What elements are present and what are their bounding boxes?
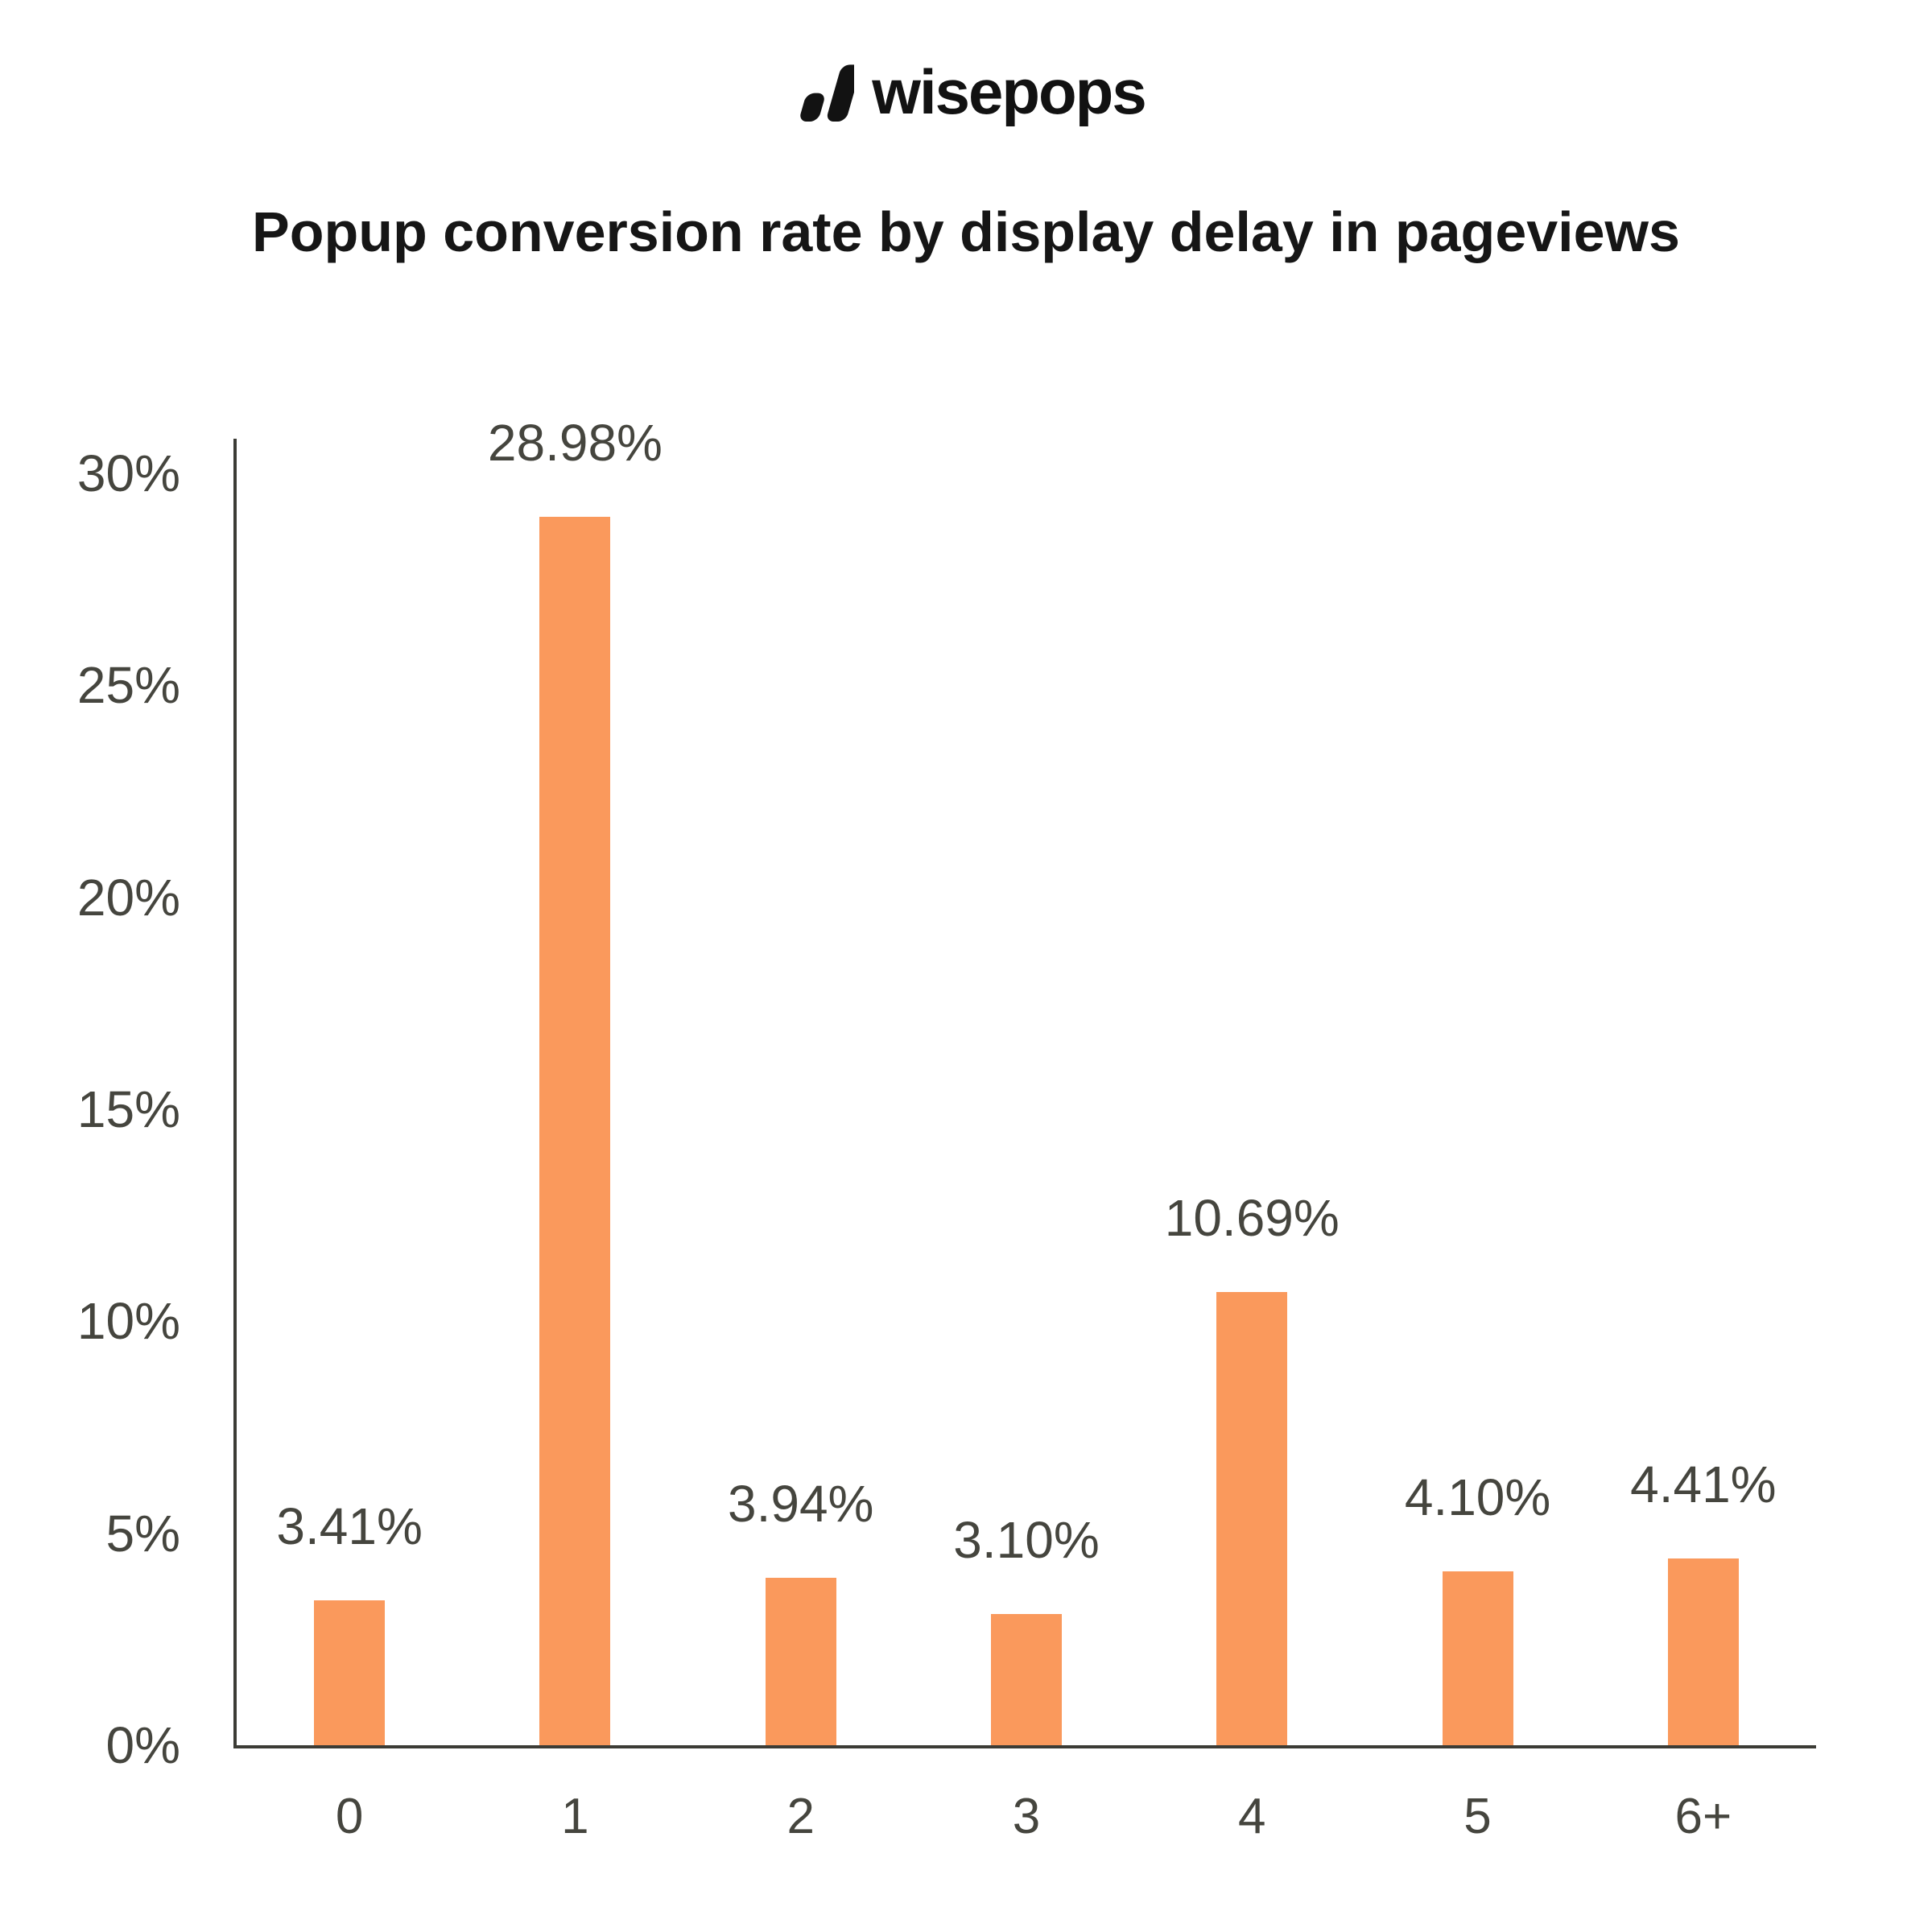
y-axis-tick-label: 0%	[105, 1716, 181, 1774]
y-axis-tick-label: 30%	[76, 444, 180, 502]
x-axis-label: 0	[335, 1789, 364, 1844]
bar-value-label: 10.69%	[1164, 1189, 1340, 1247]
bar	[1216, 1292, 1288, 1745]
y-axis-tick-label: 20%	[76, 868, 180, 927]
bar	[990, 1614, 1062, 1745]
x-axis-label: 3	[1012, 1789, 1041, 1844]
chart-title: Popup conversion rate by display delay i…	[252, 200, 1680, 263]
bar	[1442, 1571, 1513, 1745]
x-axis-label: 6+	[1674, 1789, 1732, 1844]
bar	[1667, 1558, 1739, 1745]
x-axis-label: 5	[1463, 1789, 1492, 1844]
bar-column: 3.41% 0	[237, 439, 462, 1842]
y-axis: 0% 5% 10% 15% 20% 25% 30%	[0, 0, 180, 1932]
bar-column: 4.41% 6+	[1591, 439, 1816, 1842]
bar-column: 10.69% 4	[1139, 439, 1364, 1842]
y-axis-tick-label: 10%	[76, 1292, 180, 1351]
bar-value-label: 3.41%	[276, 1497, 423, 1555]
y-axis-tick-label: 25%	[76, 656, 180, 715]
wisepops-logo-text: wisepops	[872, 56, 1146, 127]
y-axis-tick-label: 5%	[105, 1504, 181, 1563]
bar-column: 3.94% 2	[688, 439, 914, 1842]
y-axis-tick-label: 15%	[76, 1080, 180, 1138]
bar-column: 4.10% 5	[1364, 439, 1590, 1842]
plot-area: 3.41% 0 28.98% 1 3.94% 2 3.10% 3 10.69% 4 4.10% 5 4.…	[233, 417, 1816, 1842]
bar	[765, 1578, 836, 1745]
bar	[539, 517, 611, 1745]
x-axis-label: 2	[786, 1789, 815, 1844]
bar-column: 28.98% 1	[462, 417, 687, 1842]
x-axis-label: 1	[561, 1789, 589, 1844]
bar-value-label: 3.94%	[727, 1475, 874, 1533]
wisepops-logo: wisepops	[0, 58, 1932, 126]
bar-value-label: 3.10%	[953, 1511, 1100, 1569]
bar	[314, 1600, 386, 1745]
bar-value-label: 4.10%	[1404, 1468, 1551, 1526]
bar-value-label: 4.41%	[1630, 1455, 1777, 1513]
bar-column: 3.10% 3	[914, 439, 1139, 1842]
bar-value-label: 28.98%	[487, 414, 663, 472]
x-axis-label: 4	[1238, 1789, 1266, 1844]
wisepops-bars-icon	[800, 64, 855, 122]
